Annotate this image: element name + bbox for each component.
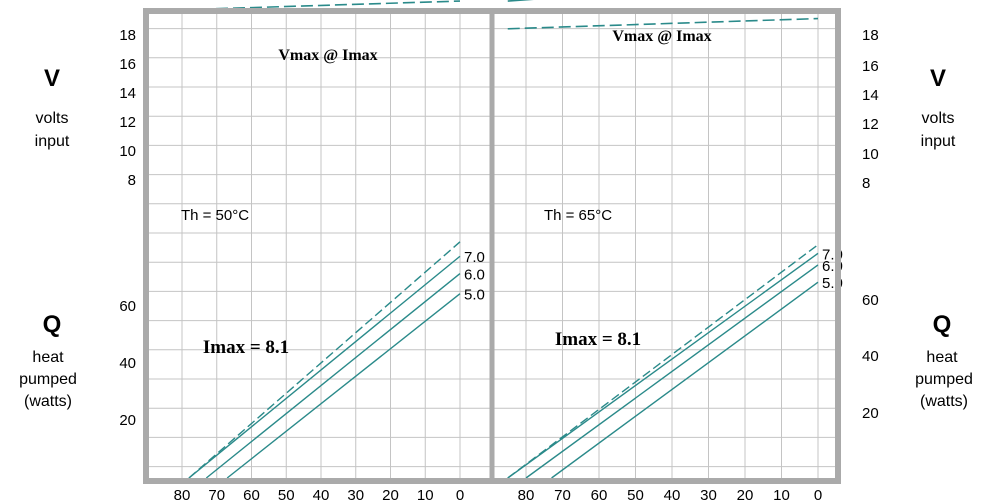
x-axis-ticks-left: 80 70 60 50 40 30 20 10 0 (174, 487, 465, 504)
panel-curves (181, 0, 461, 479)
heat-curve-5-0 (551, 281, 819, 479)
heat-curve-6-0 (525, 264, 819, 479)
x-axis-ticks-right: 80 70 60 50 40 30 20 10 0 (518, 487, 823, 504)
heat-curve-7-0 (507, 252, 819, 479)
th-label: Th = 65°C (544, 207, 612, 224)
heat-curve-7-0 (188, 255, 461, 479)
v-tick-left: 16 (119, 56, 136, 73)
voltage-curve-vmax-imax (181, 0, 461, 11)
voltage-curve-vmax-imax (507, 17, 819, 30)
x-tick-label: 40 (664, 487, 681, 504)
q-tick-left: 40 (119, 355, 136, 372)
q-axis-label-right-3: (watts) (920, 393, 968, 410)
v-tick-right: 16 (862, 58, 879, 75)
imax-label: Imax = 8.1 (555, 329, 641, 350)
q-axis-label-left-3: (watts) (24, 393, 72, 410)
heat-curve-6-0 (205, 272, 461, 479)
v-tick-left: 8 (128, 172, 136, 189)
v-tick-right: 14 (862, 87, 879, 104)
v-axis-symbol-right: V (930, 65, 946, 92)
v-tick-left: 18 (119, 27, 136, 44)
x-tick-label: 10 (773, 487, 790, 504)
x-tick-label: 20 (382, 487, 399, 504)
panel-curves (507, 0, 819, 479)
x-tick-label: 80 (518, 487, 535, 504)
q-axis-symbol-left: Q (43, 311, 62, 338)
q-axis-label-right-2: pumped (915, 371, 973, 388)
x-tick-label: 0 (814, 487, 822, 504)
x-tick-label: 60 (591, 487, 608, 504)
x-tick-label: 0 (456, 487, 464, 504)
heat-curve-5-0 (226, 293, 461, 479)
q-axis-label-left-2: pumped (19, 371, 77, 388)
vmax-label: Vmax @ Imax (612, 28, 711, 45)
x-tick-label: 50 (278, 487, 295, 504)
panel-th-50: Vmax @ Imax Th = 50°C Imax = 8.1 7.06.0 5… (149, 0, 490, 479)
v-tick-right: 10 (862, 146, 879, 163)
heat-curve-imax-8-1 (188, 241, 461, 479)
heat-curve-label: 5.0 (464, 287, 485, 304)
heat-curve-label: 7.0 (464, 249, 485, 266)
v-tick-left: 12 (119, 114, 136, 131)
v-tick-left: 14 (119, 85, 136, 102)
q-tick-left: 20 (119, 412, 136, 429)
q-tick-right: 40 (862, 348, 879, 365)
q-axis-label-right-1: heat (926, 349, 958, 366)
x-tick-label: 60 (243, 487, 260, 504)
q-tick-left: 60 (119, 298, 136, 315)
x-tick-label: 50 (627, 487, 644, 504)
th-label: Th = 50°C (181, 207, 249, 224)
x-tick-label: 30 (700, 487, 717, 504)
v-axis-label-right-1: volts (922, 110, 955, 127)
v-axis-label-left-2: input (35, 133, 70, 150)
panel-grid (149, 14, 490, 478)
v-tick-right: 8 (862, 175, 870, 192)
heat-curve-label: 6.0 (464, 267, 485, 284)
v-axis-symbol-left: V (44, 65, 60, 92)
q-tick-right: 60 (862, 292, 879, 309)
panel-th-65: Vmax @ Imax Th = 65°C Imax = 8.1 7.06.05… (494, 0, 843, 479)
v-tick-right: 18 (862, 27, 879, 44)
vmax-label: Vmax @ Imax (278, 47, 377, 64)
v-axis-label-left-1: volts (36, 110, 69, 127)
x-tick-label: 70 (208, 487, 225, 504)
v-axis-label-right-2: input (921, 133, 956, 150)
x-tick-label: 20 (737, 487, 754, 504)
v-tick-left: 10 (119, 143, 136, 160)
panel-grid (494, 14, 835, 478)
x-tick-label: 40 (313, 487, 330, 504)
q-axis-label-left-1: heat (32, 349, 64, 366)
x-tick-label: 70 (554, 487, 571, 504)
x-tick-label: 30 (347, 487, 364, 504)
x-tick-label: 80 (174, 487, 191, 504)
v-tick-right: 12 (862, 116, 879, 133)
q-axis-symbol-right: Q (933, 311, 952, 338)
x-tick-label: 10 (417, 487, 434, 504)
q-tick-right: 20 (862, 405, 879, 422)
imax-label: Imax = 8.1 (203, 337, 289, 358)
